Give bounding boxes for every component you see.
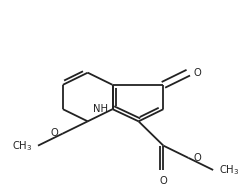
Text: O: O	[194, 68, 202, 78]
Text: CH$_3$: CH$_3$	[12, 139, 33, 152]
Text: O: O	[160, 176, 167, 186]
Text: CH$_3$: CH$_3$	[219, 163, 239, 177]
Text: O: O	[193, 153, 201, 163]
Text: O: O	[50, 128, 58, 139]
Text: NH: NH	[93, 104, 108, 114]
